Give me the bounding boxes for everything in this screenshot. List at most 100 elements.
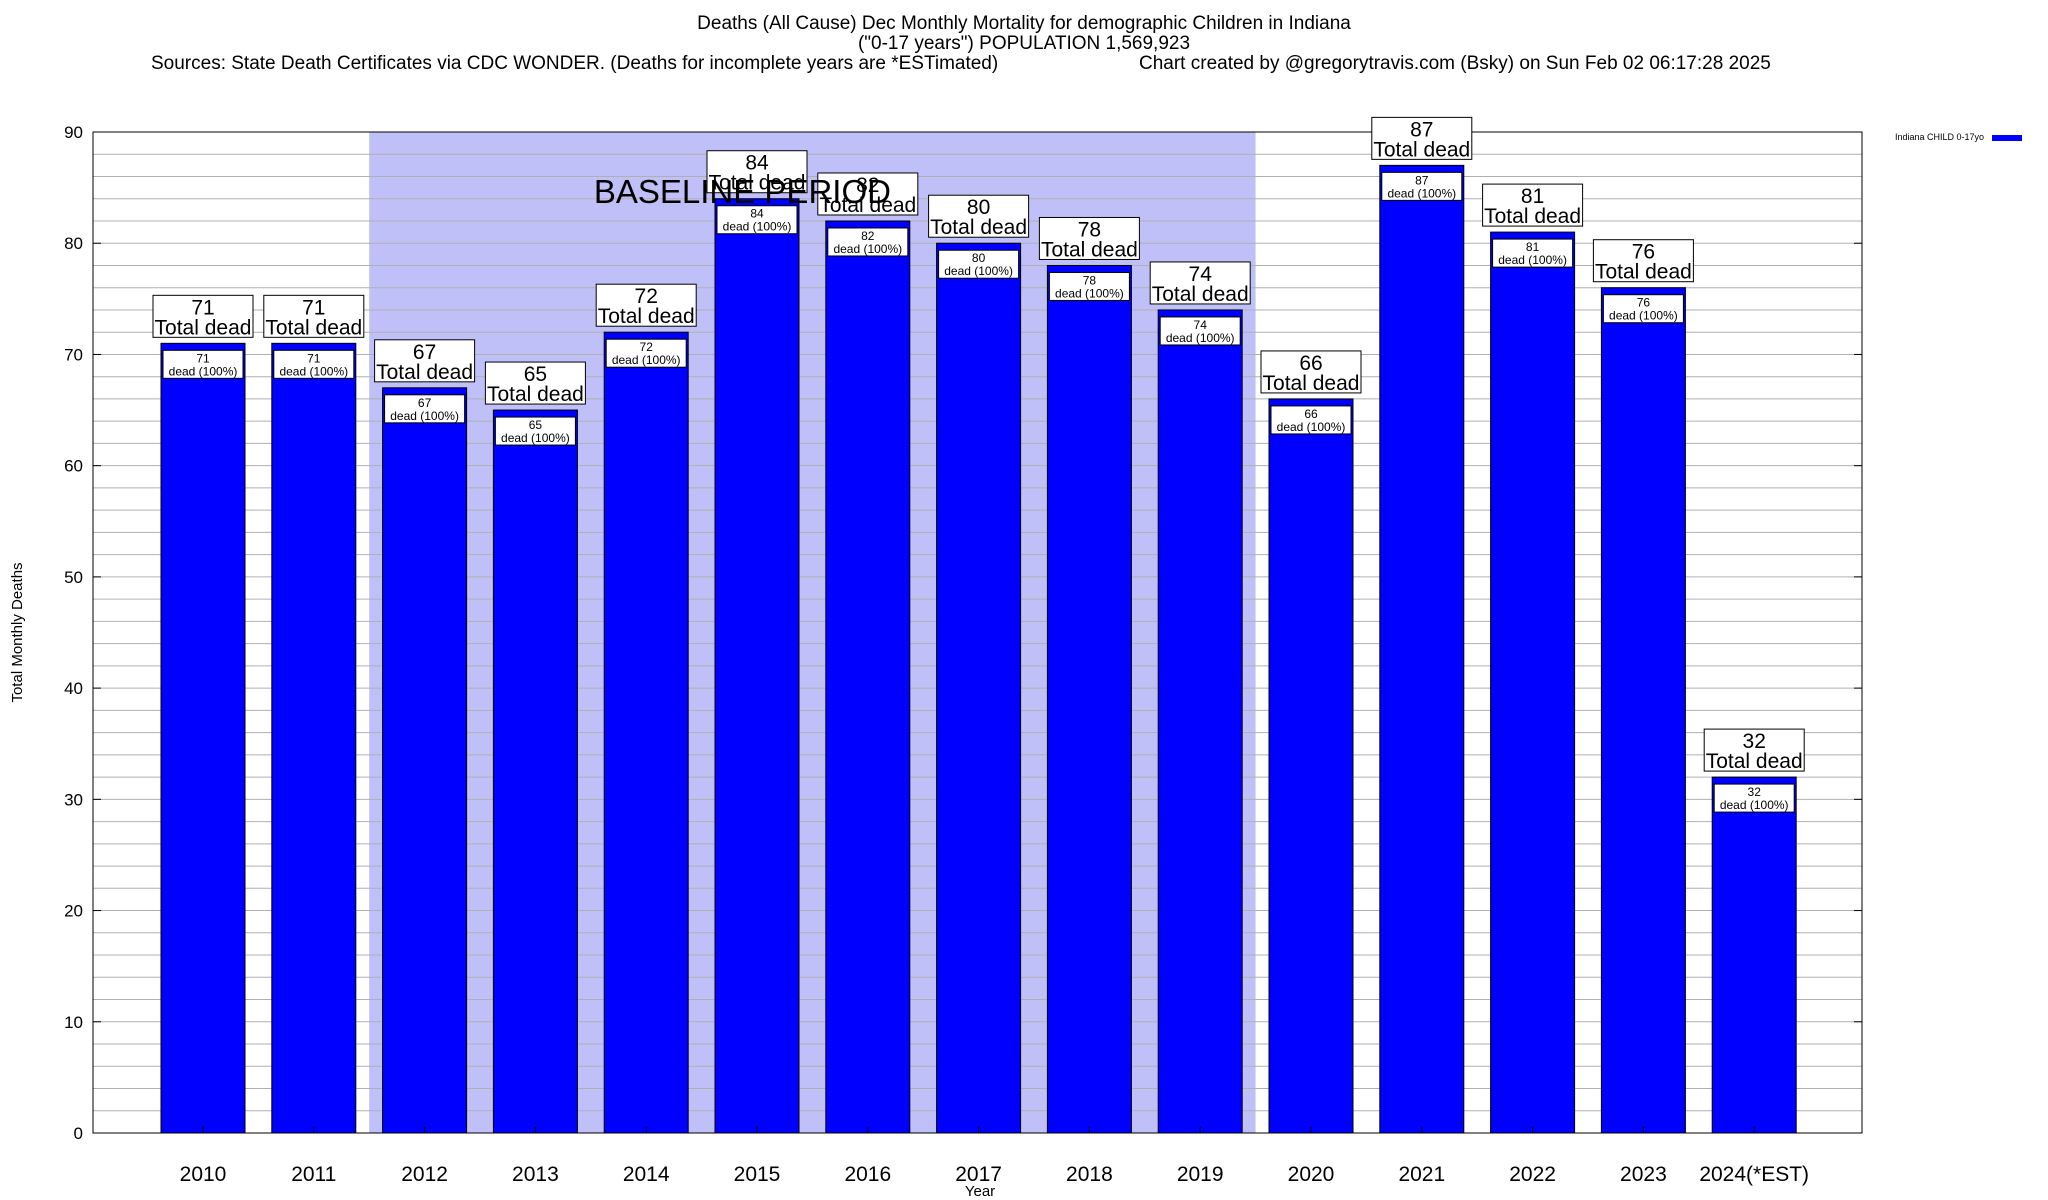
y-tick-label: 10	[64, 1013, 83, 1032]
bar-inner-label-box	[494, 416, 576, 446]
bar-inner-label-box	[384, 394, 466, 424]
x-tick-label: 2022	[1509, 1163, 1556, 1186]
x-tick-label: 2019	[1177, 1163, 1224, 1186]
chart-sources: Sources: State Death Certificates via CD…	[151, 53, 999, 74]
bar-inner-value: 74	[1194, 318, 1208, 332]
bar-value-label: 82	[856, 174, 879, 197]
x-tick-label: 2011	[291, 1163, 336, 1186]
bar-inner-label-box	[1381, 171, 1463, 201]
chart-credit: Chart created by @gregorytravis.com (Bsk…	[1139, 53, 1771, 74]
bar-inner-label-box	[1492, 238, 1574, 268]
bar-inner-value: 84	[750, 207, 764, 221]
x-tick-label: 2024(*EST)	[1699, 1163, 1809, 1186]
bar	[1490, 231, 1576, 1134]
bar-inner-label-box	[162, 349, 244, 379]
x-tick-label: 2017	[955, 1163, 1002, 1186]
bar-top-label-box	[706, 150, 808, 194]
bar-inner-label-box	[273, 349, 355, 379]
bar-inner-label: dead (100%)	[390, 409, 459, 423]
bar-value-label: 72	[635, 285, 658, 308]
bar	[603, 331, 689, 1134]
baseline-label: BASELINE PERIOD	[594, 173, 891, 210]
y-tick-label: 80	[64, 234, 83, 253]
bar	[1711, 776, 1797, 1134]
y-tick-label: 90	[64, 123, 83, 142]
bar-total-label: Total dead	[265, 316, 362, 339]
bar-total-label: Total dead	[1041, 238, 1138, 261]
bar-top-label-box	[484, 361, 586, 405]
chart-subtitle: ("0-17 years") POPULATION 1,569,923	[857, 33, 1191, 54]
bar-inner-label: dead (100%)	[1498, 253, 1567, 267]
bar-value-label: 71	[191, 296, 214, 319]
bar-value-label: 71	[302, 296, 325, 319]
bar-value-label: 74	[1189, 263, 1213, 286]
bar-inner-label-box	[605, 338, 687, 368]
bar-top-label-box	[152, 294, 254, 338]
bar-inner-value: 78	[1083, 273, 1097, 287]
y-tick-label: 50	[64, 568, 83, 587]
bar	[1379, 164, 1465, 1134]
bar-inner-label: dead (100%)	[612, 353, 681, 367]
bar	[1600, 287, 1686, 1134]
y-tick-label: 20	[64, 902, 83, 921]
x-tick-label: 2013	[512, 1163, 559, 1186]
bar	[492, 409, 578, 1134]
bar-value-label: 78	[1078, 218, 1101, 241]
bar-inner-value: 82	[861, 229, 875, 243]
bar-total-label: Total dead	[930, 216, 1027, 239]
bar-value-label: 65	[524, 363, 547, 386]
bar-total-label: Total dead	[1373, 138, 1470, 161]
bar-total-label: Total dead	[155, 316, 252, 339]
bar-inner-label-box	[938, 249, 1020, 279]
bar-inner-label: dead (100%)	[833, 242, 902, 256]
bar	[382, 387, 468, 1134]
x-tick-label: 2010	[180, 1163, 227, 1186]
bar-inner-label: dead (100%)	[1609, 309, 1678, 323]
bar-inner-label: dead (100%)	[1277, 420, 1346, 434]
bar-total-label: Total dead	[819, 194, 916, 217]
bar-inner-value: 72	[640, 340, 654, 354]
bar-top-label-box	[1038, 216, 1140, 260]
y-tick-label: 30	[64, 790, 83, 809]
bar-value-label: 76	[1632, 241, 1655, 264]
bar-total-label: Total dead	[709, 172, 806, 195]
bar-inner-label: dead (100%)	[1166, 331, 1235, 345]
legend-swatch	[1992, 134, 2023, 141]
bar-top-label-box	[1260, 350, 1362, 394]
bar-total-label: Total dead	[1595, 261, 1692, 284]
bar-top-label-box	[1149, 261, 1251, 305]
bar-total-label: Total dead	[1152, 283, 1249, 306]
y-tick-label: 40	[64, 679, 83, 698]
bar-total-label: Total dead	[487, 383, 584, 406]
x-tick-label: 2021	[1398, 1163, 1445, 1186]
bar-total-label: Total dead	[1263, 372, 1360, 395]
bar-value-label: 67	[413, 341, 436, 364]
bar-top-label-box	[817, 172, 919, 216]
x-tick-label: 2014	[623, 1163, 670, 1186]
bar-inner-value: 66	[1304, 407, 1318, 421]
bar-inner-label-box	[1602, 294, 1684, 324]
bar-inner-value: 76	[1637, 296, 1651, 310]
bar-inner-label: dead (100%)	[1387, 186, 1456, 200]
bar-top-label-box	[1482, 183, 1584, 227]
x-tick-label: 2012	[401, 1163, 448, 1186]
x-tick-label: 2015	[734, 1163, 781, 1186]
bar-value-label: 80	[967, 196, 990, 219]
bar-inner-value: 71	[196, 351, 210, 365]
bar-inner-label-box	[716, 205, 798, 235]
bar-inner-label-box	[1270, 405, 1352, 435]
bar-inner-value: 87	[1415, 173, 1429, 187]
bar-total-label: Total dead	[598, 305, 695, 328]
bar-top-label-box	[1592, 239, 1694, 283]
bar-inner-label: dead (100%)	[1055, 286, 1124, 300]
bar-value-label: 81	[1521, 185, 1544, 208]
bar-inner-value: 32	[1748, 785, 1762, 799]
bar	[714, 198, 800, 1134]
bar-top-label-box	[263, 294, 365, 338]
bar	[160, 342, 246, 1134]
bar-inner-label-box	[1048, 271, 1130, 301]
bar-inner-value: 67	[418, 396, 432, 410]
bar-inner-label: dead (100%)	[723, 220, 792, 234]
bar-total-label: Total dead	[1706, 750, 1803, 773]
